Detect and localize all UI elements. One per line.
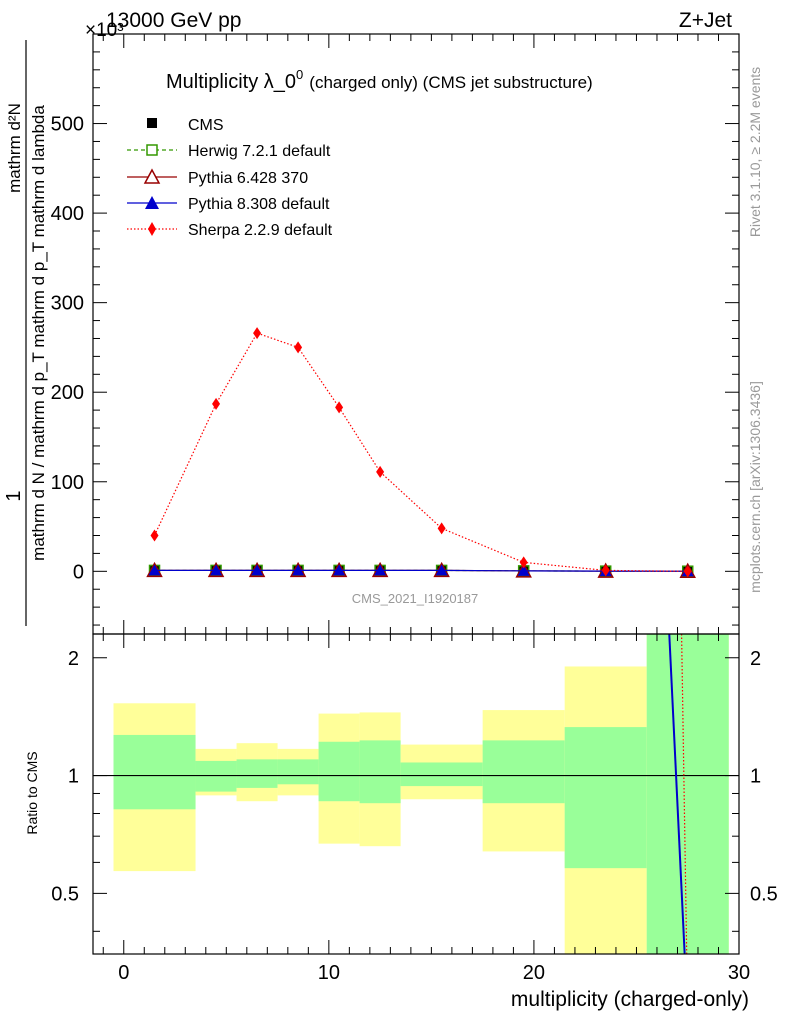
ratio-inner-band xyxy=(318,741,360,802)
legend-item-herwig: Herwig 7.2.1 default xyxy=(127,143,331,160)
legend-herwig-label: Herwig 7.2.1 default xyxy=(188,143,331,160)
legend-sherpa-marker xyxy=(148,222,156,236)
series-line-pythia8 xyxy=(154,569,688,572)
y-tick-label: 100 xyxy=(51,472,84,494)
y-axis-label: 1 mathrm d N / mathrm d p_T mathrm d p_T… xyxy=(3,40,48,626)
legend-pythia6-marker xyxy=(143,168,161,184)
x-tick-label: 20 xyxy=(523,962,545,984)
ratio-inner-band xyxy=(359,740,401,804)
series-line-sherpa xyxy=(153,332,688,572)
y-label-dn: mathrm d²N xyxy=(5,103,24,193)
legend-pythia8-label: Pythia 8.308 default xyxy=(188,196,330,213)
point-pythia8 xyxy=(292,564,305,576)
point-sherpa xyxy=(253,327,262,340)
ratio-inner-band xyxy=(564,727,647,869)
legend-item-sherpa: Sherpa 2.2.9 default xyxy=(127,222,333,239)
legend-cms-marker xyxy=(147,118,157,128)
point-pythia8 xyxy=(148,564,161,576)
ratio-plot-frame xyxy=(92,633,740,955)
ratio-y-tick-label-right: 1 xyxy=(750,766,761,788)
legend-sherpa-label: Sherpa 2.2.9 default xyxy=(188,222,333,239)
ratio-inner-band xyxy=(236,759,278,788)
ratio-inner-band xyxy=(482,740,565,804)
ratio-inner-band xyxy=(277,759,319,785)
legend-item-cms: CMS xyxy=(147,117,224,134)
y-label-denominator: mathrm d N / mathrm d p_T mathrm d p_T m… xyxy=(29,105,48,561)
y-tick-label: 0 xyxy=(73,561,84,583)
header-process: Z+Jet xyxy=(679,9,732,32)
point-sherpa xyxy=(335,401,344,414)
ratio-line-pythia8 xyxy=(668,633,686,955)
legend-herwig-marker xyxy=(146,144,158,156)
ratio-y-tick-label: 2 xyxy=(68,648,79,670)
mcplots-label: mcplots.cern.ch [arXiv:1306.3436] xyxy=(747,381,763,593)
point-sherpa xyxy=(150,529,159,542)
plot-title: Multiplicity λ_00 (charged only) (CMS jet… xyxy=(166,67,593,93)
rivet-label: Rivet 3.1.10, ≥ 2.2M events xyxy=(747,67,763,237)
point-sherpa xyxy=(437,522,446,535)
legend-pythia6-label: Pythia 6.428 370 xyxy=(188,170,308,187)
y-label-numerator: 1 xyxy=(3,490,25,501)
data-series xyxy=(146,327,696,955)
y-tick-label: 200 xyxy=(51,382,84,404)
ratio-inner-band xyxy=(646,634,729,954)
legend-item-pythia6: Pythia 6.428 370 xyxy=(127,168,308,187)
legend-item-pythia8: Pythia 8.308 default xyxy=(127,196,330,213)
ratio-line-sherpa xyxy=(680,633,688,955)
ratio-y-tick-label: 0.5 xyxy=(51,883,79,905)
point-pythia8 xyxy=(333,564,346,576)
point-pythia8 xyxy=(517,564,530,576)
point-pythia8 xyxy=(374,564,387,576)
point-sherpa xyxy=(294,341,303,354)
title-subtitle: (charged only) (CMS jet substructure) xyxy=(309,73,592,92)
x-tick-label: 10 xyxy=(318,962,340,984)
x-tick-label: 0 xyxy=(118,962,129,984)
legend: CMS Herwig 7.2.1 default Pythia 6.428 37… xyxy=(127,117,333,239)
legend-cms-label: CMS xyxy=(188,117,224,134)
header-energy: 13000 GeV pp xyxy=(106,9,241,32)
point-sherpa xyxy=(601,564,610,577)
watermark: CMS_2021_I1920187 xyxy=(352,591,479,606)
x-axis-label: multiplicity (charged-only) xyxy=(511,988,749,1011)
header-exponent: ×10³ xyxy=(85,20,124,41)
ratio-y-tick-label-right: 0.5 xyxy=(750,883,778,905)
y-tick-label: 300 xyxy=(51,293,84,315)
ratio-inner-band xyxy=(113,734,196,810)
ratio-y-tick-label: 1 xyxy=(68,766,79,788)
x-tick-label: 30 xyxy=(728,962,750,984)
y-tick-label: 500 xyxy=(51,114,84,136)
point-pythia8 xyxy=(210,564,223,576)
point-sherpa xyxy=(519,556,528,569)
point-pythia8 xyxy=(251,564,264,576)
point-sherpa xyxy=(683,565,692,578)
point-sherpa xyxy=(212,397,221,410)
y-tick-label: 400 xyxy=(51,203,84,225)
ratio-y-tick-label-right: 2 xyxy=(750,648,761,670)
ratio-bands xyxy=(93,634,739,954)
point-pythia8 xyxy=(435,564,448,576)
ratio-inner-band xyxy=(195,760,237,792)
legend-pythia8-marker xyxy=(145,196,159,209)
ratio-y-label: Ratio to CMS xyxy=(24,751,40,834)
ratio-inner-band xyxy=(400,762,483,787)
point-sherpa xyxy=(376,465,385,478)
title-superscript: 0 xyxy=(296,67,303,82)
title-main: Multiplicity λ_0 xyxy=(166,71,296,93)
